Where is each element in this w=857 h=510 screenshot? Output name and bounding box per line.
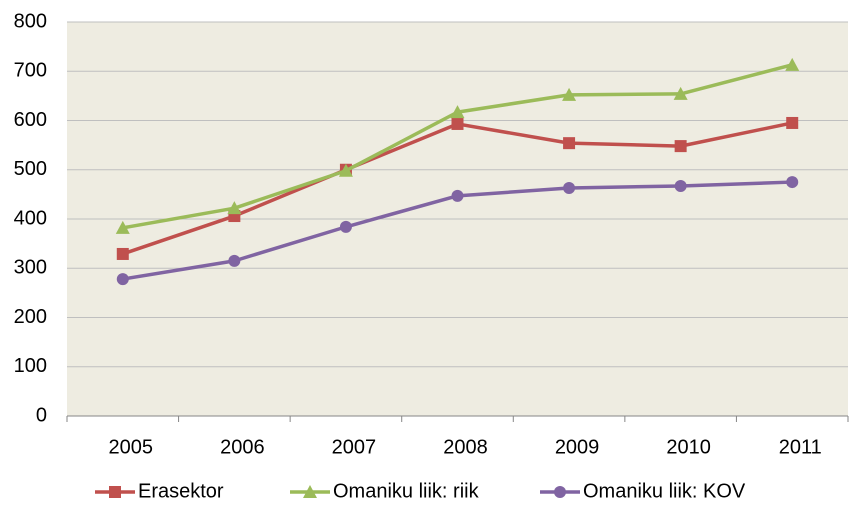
marker: [451, 189, 464, 202]
x-tick-label: 2006: [220, 436, 265, 458]
marker: [116, 247, 129, 260]
marker: [339, 220, 352, 233]
x-tick-label: 2011: [779, 436, 822, 458]
marker: [563, 181, 576, 194]
marker: [674, 140, 687, 153]
marker: [115, 220, 130, 234]
x-tick-label: 2005: [109, 436, 154, 458]
legend-marker: [554, 486, 566, 498]
marker: [451, 117, 464, 130]
marker: [674, 180, 687, 193]
legend-marker: [109, 486, 121, 498]
marker: [786, 176, 799, 189]
marker: [228, 254, 241, 267]
y-tick-label: 200: [14, 306, 47, 328]
x-tick-label: 2010: [666, 436, 711, 458]
x-tick-label: 2009: [555, 436, 600, 458]
marker: [563, 137, 576, 150]
marker: [116, 273, 129, 286]
legend-label: Omaniku liik: riik: [333, 480, 480, 502]
y-tick-label: 300: [14, 257, 47, 279]
y-tick-label: 500: [14, 158, 47, 180]
marker: [338, 163, 353, 177]
legend-marker: [303, 485, 317, 498]
y-tick-label: 0: [36, 404, 47, 426]
x-tick-label: 2007: [332, 436, 377, 458]
marker: [673, 86, 688, 100]
marker: [562, 87, 577, 101]
marker: [227, 201, 242, 215]
marker: [785, 57, 800, 71]
marker: [786, 116, 799, 129]
y-tick-label: 400: [14, 207, 47, 229]
y-tick-label: 800: [14, 10, 47, 32]
x-tick-label: 2008: [443, 436, 488, 458]
y-tick-label: 600: [14, 109, 47, 131]
legend-label: Omaniku liik: KOV: [583, 480, 746, 502]
y-tick-label: 700: [14, 60, 47, 82]
y-tick-label: 100: [14, 355, 47, 377]
legend-label: Erasektor: [138, 480, 224, 502]
marker: [450, 105, 465, 119]
